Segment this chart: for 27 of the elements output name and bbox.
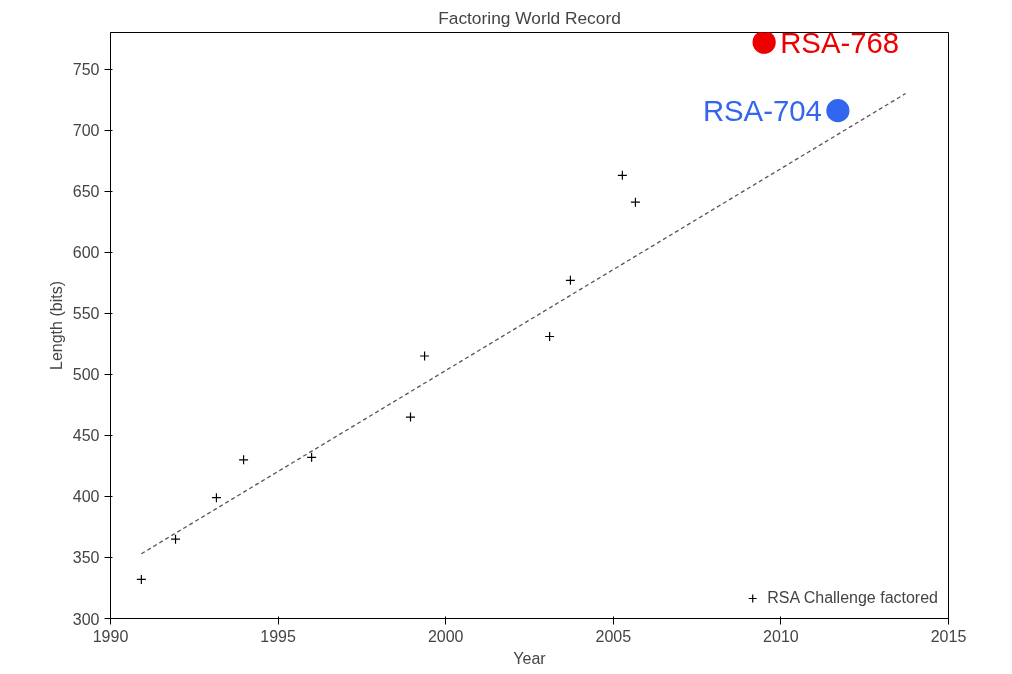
x-tick-label: 1995: [260, 627, 296, 645]
x-tick-label: 2010: [763, 627, 799, 645]
point: [170, 534, 181, 545]
legend-label: RSA Challenge factored: [767, 589, 938, 607]
y-tick-label: 550: [72, 305, 100, 323]
series-label: RSA-704: [702, 94, 822, 128]
x-axis-title: Year: [513, 649, 547, 667]
point: [752, 32, 776, 54]
y-tick-label: 650: [72, 183, 100, 201]
point: [405, 411, 416, 423]
y-tick-label: 750: [72, 61, 100, 79]
x-tick-label: 2000: [427, 627, 464, 645]
chart-title: Factoring World Record: [438, 7, 621, 28]
x-tick-label: 2015: [930, 627, 967, 645]
series-label: RSA-768: [780, 25, 900, 59]
y-tick-label: 400: [72, 488, 100, 506]
y-axis-title: Length (bits): [47, 281, 65, 370]
y-tick-label: 700: [72, 122, 100, 140]
point: [826, 99, 850, 123]
y-tick-label: 450: [72, 427, 100, 445]
y-tick-label: 500: [72, 366, 100, 384]
y-tick-label: 300: [72, 610, 100, 628]
x-tick-label: 2005: [595, 627, 632, 645]
y-tick-label: 350: [72, 549, 100, 567]
x-tick-label: 1990: [92, 627, 129, 645]
y-tick-label: 600: [72, 244, 100, 262]
point: [419, 350, 430, 362]
